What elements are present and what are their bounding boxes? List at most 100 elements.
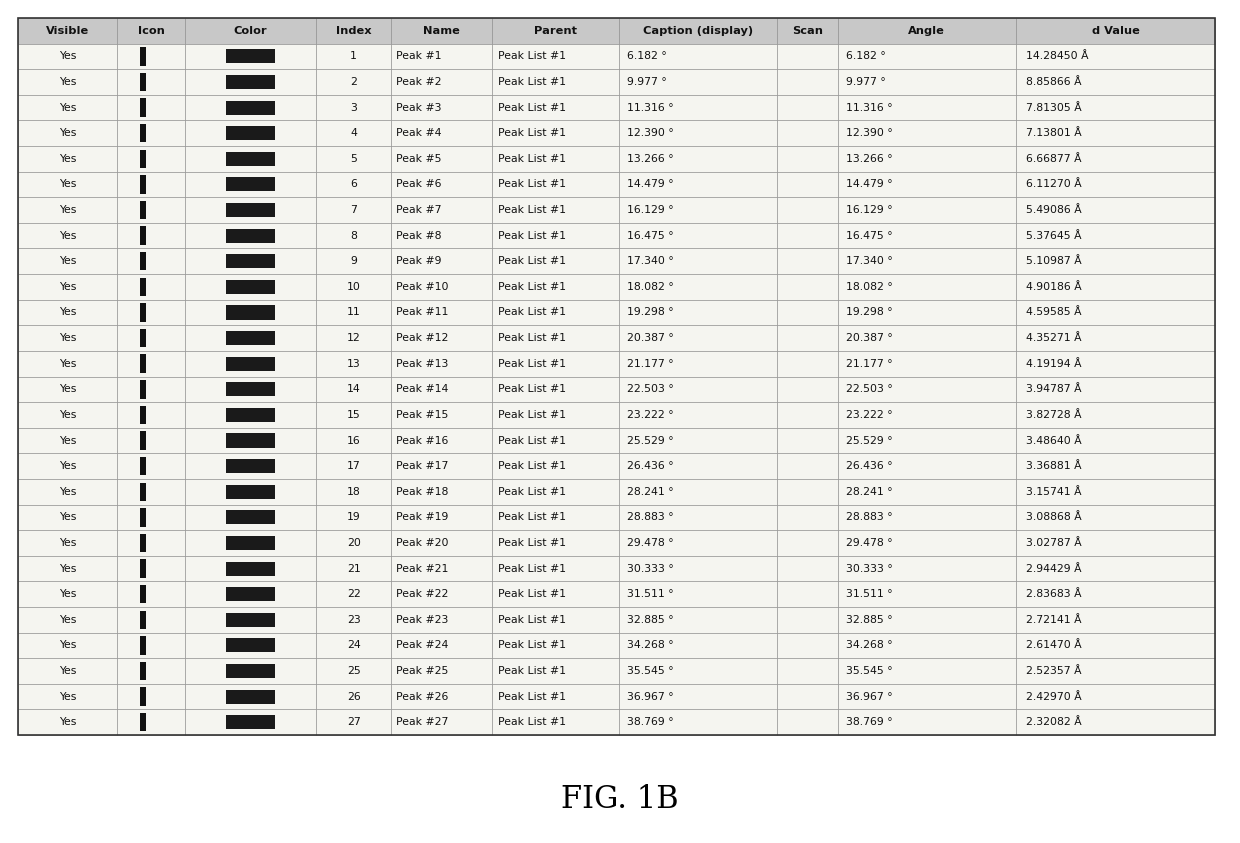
Text: 19: 19 bbox=[347, 513, 361, 523]
Text: d Value: d Value bbox=[1091, 26, 1140, 35]
Bar bbox=[226, 75, 275, 89]
Bar bbox=[226, 100, 275, 115]
Bar bbox=[140, 560, 146, 577]
Text: Caption (display): Caption (display) bbox=[644, 26, 753, 35]
Bar bbox=[226, 664, 275, 678]
Bar bbox=[19, 632, 117, 658]
Bar bbox=[117, 121, 186, 146]
Text: Peak List #1: Peak List #1 bbox=[498, 615, 565, 625]
Text: Peak #3: Peak #3 bbox=[397, 103, 441, 113]
Bar bbox=[392, 427, 491, 454]
Bar bbox=[19, 18, 117, 44]
Text: 3.15741 Å: 3.15741 Å bbox=[1025, 486, 1081, 497]
Bar bbox=[140, 585, 146, 604]
Bar bbox=[491, 427, 619, 454]
Bar bbox=[837, 556, 1016, 582]
Bar bbox=[19, 351, 117, 377]
Bar bbox=[619, 479, 777, 505]
Bar bbox=[226, 228, 275, 243]
Bar bbox=[186, 479, 316, 505]
Bar bbox=[837, 197, 1016, 223]
Text: 3.36881 Å: 3.36881 Å bbox=[1025, 461, 1081, 471]
Bar bbox=[117, 684, 186, 710]
Bar bbox=[316, 632, 392, 658]
Bar bbox=[837, 454, 1016, 479]
Bar bbox=[837, 710, 1016, 735]
Text: Peak List #1: Peak List #1 bbox=[498, 641, 565, 651]
Bar bbox=[226, 331, 275, 345]
Bar bbox=[316, 427, 392, 454]
Bar bbox=[491, 94, 619, 121]
Bar bbox=[226, 459, 275, 473]
Bar bbox=[19, 530, 117, 556]
Text: 28.883 °: 28.883 ° bbox=[847, 513, 893, 523]
Text: 4.59585 Å: 4.59585 Å bbox=[1025, 308, 1081, 318]
Bar bbox=[619, 582, 777, 607]
Bar bbox=[777, 530, 837, 556]
Text: Peak #14: Peak #14 bbox=[397, 384, 449, 395]
Text: 1: 1 bbox=[350, 51, 357, 62]
Text: Peak #25: Peak #25 bbox=[397, 666, 449, 676]
Bar bbox=[777, 299, 837, 325]
Bar bbox=[316, 351, 392, 377]
Text: Yes: Yes bbox=[58, 486, 76, 497]
Bar bbox=[226, 690, 275, 704]
Bar bbox=[186, 658, 316, 684]
Bar bbox=[19, 18, 1215, 735]
Text: 28.883 °: 28.883 ° bbox=[627, 513, 673, 523]
Text: Peak List #1: Peak List #1 bbox=[498, 410, 565, 420]
Text: 3.82728 Å: 3.82728 Å bbox=[1025, 410, 1081, 420]
Bar bbox=[117, 146, 186, 172]
Text: Peak #5: Peak #5 bbox=[397, 153, 441, 164]
Text: 17: 17 bbox=[347, 461, 361, 471]
Bar bbox=[392, 325, 491, 351]
Text: 14.28450 Å: 14.28450 Å bbox=[1025, 51, 1089, 62]
Bar bbox=[226, 561, 275, 576]
Bar bbox=[777, 94, 837, 121]
Text: 14.479 °: 14.479 ° bbox=[847, 180, 893, 190]
Text: Yes: Yes bbox=[58, 513, 76, 523]
Text: 31.511 °: 31.511 ° bbox=[847, 589, 893, 599]
Text: Yes: Yes bbox=[58, 308, 76, 318]
Bar bbox=[837, 121, 1016, 146]
Text: Peak List #1: Peak List #1 bbox=[498, 486, 565, 497]
Text: 32.885 °: 32.885 ° bbox=[847, 615, 893, 625]
Text: 2.52357 Å: 2.52357 Å bbox=[1025, 666, 1081, 676]
Bar bbox=[117, 223, 186, 249]
Text: 25.529 °: 25.529 ° bbox=[847, 436, 893, 445]
Text: 17.340 °: 17.340 ° bbox=[627, 256, 673, 266]
Bar bbox=[1016, 505, 1215, 530]
Text: 4.19194 Å: 4.19194 Å bbox=[1025, 358, 1081, 368]
Bar bbox=[619, 121, 777, 146]
Bar bbox=[226, 177, 275, 191]
Text: Yes: Yes bbox=[58, 615, 76, 625]
Bar bbox=[186, 402, 316, 427]
Bar bbox=[140, 252, 146, 271]
Text: Yes: Yes bbox=[58, 256, 76, 266]
Text: 32.885 °: 32.885 ° bbox=[627, 615, 673, 625]
Text: FIG. 1B: FIG. 1B bbox=[562, 785, 678, 815]
Text: Peak #24: Peak #24 bbox=[397, 641, 449, 651]
Text: 20.387 °: 20.387 ° bbox=[847, 333, 893, 343]
Bar bbox=[19, 44, 117, 69]
Text: Icon: Icon bbox=[138, 26, 165, 35]
Bar bbox=[837, 274, 1016, 299]
Text: 2.94429 Å: 2.94429 Å bbox=[1025, 564, 1081, 573]
Text: 11: 11 bbox=[347, 308, 361, 318]
Bar bbox=[226, 510, 275, 524]
Text: 17.340 °: 17.340 ° bbox=[847, 256, 893, 266]
Text: Yes: Yes bbox=[58, 666, 76, 676]
Bar bbox=[226, 203, 275, 217]
Bar bbox=[186, 69, 316, 94]
Text: Peak List #1: Peak List #1 bbox=[498, 717, 565, 728]
Bar bbox=[619, 710, 777, 735]
Bar bbox=[186, 223, 316, 249]
Bar bbox=[226, 305, 275, 319]
Text: 11.316 °: 11.316 ° bbox=[627, 103, 673, 113]
Bar bbox=[226, 255, 275, 268]
Bar bbox=[226, 587, 275, 601]
Text: 18: 18 bbox=[347, 486, 361, 497]
Text: 16.129 °: 16.129 ° bbox=[627, 205, 673, 215]
Text: 21.177 °: 21.177 ° bbox=[847, 358, 893, 368]
Bar bbox=[837, 223, 1016, 249]
